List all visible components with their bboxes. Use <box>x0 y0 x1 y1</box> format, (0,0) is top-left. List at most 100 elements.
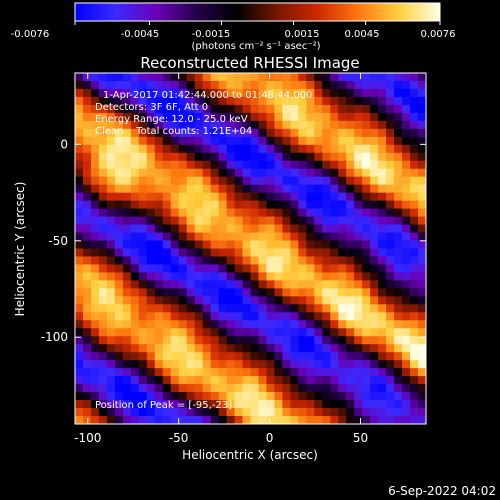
heatmap-cell <box>218 408 228 417</box>
heatmap-cell <box>314 328 323 337</box>
heatmap-cell <box>82 224 92 234</box>
heatmap-cell <box>330 320 339 329</box>
colorbar-tick-label: -0.0076 <box>11 29 50 40</box>
heatmap-cell <box>218 248 228 258</box>
heatmap-cell <box>338 256 347 266</box>
heatmap-cell <box>170 288 180 297</box>
heatmap-cell <box>378 200 387 210</box>
heatmap-cell <box>282 136 291 146</box>
heatmap-cell <box>338 272 347 282</box>
colorbar-tick-label: -0.0015 <box>192 29 231 40</box>
heatmap-cell <box>210 408 220 417</box>
heatmap-cell <box>114 176 124 186</box>
heatmap-cell <box>242 232 252 242</box>
heatmap-cell <box>138 168 148 178</box>
heatmap-cell <box>210 120 220 130</box>
heatmap-cell <box>170 73 180 82</box>
heatmap-cell <box>306 368 315 377</box>
heatmap-cell <box>370 96 379 106</box>
heatmap-cell <box>90 296 100 305</box>
heatmap-cell <box>290 208 299 218</box>
x-tick-label: 50 <box>353 431 368 445</box>
heatmap-cell <box>274 144 284 154</box>
heatmap-cell <box>282 216 291 226</box>
heatmap-cell <box>234 304 244 313</box>
heatmap-cell <box>98 80 108 90</box>
heatmap-cell <box>306 168 315 178</box>
heatmap-cell <box>282 120 291 130</box>
heatmap-cell <box>410 408 419 417</box>
heatmap-cell <box>194 176 204 186</box>
heatmap-cell <box>242 80 252 90</box>
heatmap-cell <box>410 384 419 393</box>
heatmap-cell <box>194 184 204 194</box>
heatmap-cell <box>258 144 268 154</box>
heatmap-cell <box>306 200 315 210</box>
heatmap-cell <box>226 336 236 345</box>
heatmap-cell <box>170 328 180 337</box>
heatmap-cell <box>322 376 331 385</box>
heatmap-cell <box>250 328 260 337</box>
heatmap-cell <box>114 168 124 178</box>
heatmap-cell <box>90 392 100 401</box>
heatmap-cell <box>130 416 140 424</box>
heatmap-cell <box>162 88 172 98</box>
heatmap-cell <box>178 352 188 361</box>
heatmap-cell <box>266 96 276 106</box>
heatmap-cell <box>330 224 339 234</box>
heatmap-cell <box>154 312 164 321</box>
heatmap-cell <box>322 336 331 345</box>
heatmap-cell <box>194 320 204 329</box>
heatmap-cell <box>130 73 140 82</box>
heatmap-cell <box>322 136 331 146</box>
heatmap-cell <box>122 152 132 162</box>
heatmap-cell <box>346 96 355 106</box>
heatmap-cell <box>98 400 108 409</box>
heatmap-cell <box>178 344 188 353</box>
heatmap-cell <box>274 384 284 393</box>
heatmap-cell <box>242 320 252 329</box>
heatmap-cell <box>75 344 84 353</box>
heatmap-cell <box>298 296 307 305</box>
heatmap-cell <box>146 408 156 417</box>
heatmap-cell <box>370 416 379 424</box>
heatmap-cell <box>226 384 236 393</box>
heatmap-cell <box>362 344 371 353</box>
heatmap-cell <box>338 73 347 82</box>
heatmap-cell <box>266 352 276 361</box>
heatmap-cell <box>186 104 196 114</box>
heatmap-cell <box>226 360 236 369</box>
heatmap-cell <box>82 208 92 218</box>
heatmap-cell <box>298 168 307 178</box>
heatmap-cell <box>394 104 403 114</box>
heatmap-cell <box>250 408 260 417</box>
heatmap-cell <box>234 96 244 106</box>
heatmap-cell <box>98 208 108 218</box>
heatmap-cell <box>394 416 403 424</box>
heatmap-cell <box>386 416 395 424</box>
heatmap-cell <box>75 264 84 274</box>
heatmap-cell <box>98 408 108 417</box>
heatmap-cell <box>114 240 124 250</box>
heatmap-cell <box>354 224 363 234</box>
heatmap-cell <box>274 248 284 258</box>
heatmap-cell <box>98 112 108 122</box>
heatmap-cell <box>194 272 204 282</box>
heatmap-cell <box>394 344 403 353</box>
heatmap-cell <box>122 88 132 98</box>
heatmap-cell <box>338 160 347 170</box>
heatmap-cell <box>322 360 331 369</box>
heatmap-cell <box>234 80 244 90</box>
heatmap-cell <box>226 176 236 186</box>
heatmap-cell <box>250 88 260 98</box>
heatmap-cell <box>402 96 411 106</box>
heatmap-cell <box>274 312 284 321</box>
heatmap-cell <box>194 296 204 305</box>
heatmap-cell <box>210 360 220 369</box>
heatmap-cell <box>146 73 156 82</box>
heatmap-cell <box>234 416 244 424</box>
heatmap-cell <box>194 256 204 266</box>
heatmap-cell <box>130 360 140 369</box>
heatmap-cell <box>162 224 172 234</box>
heatmap-cell <box>226 120 236 130</box>
